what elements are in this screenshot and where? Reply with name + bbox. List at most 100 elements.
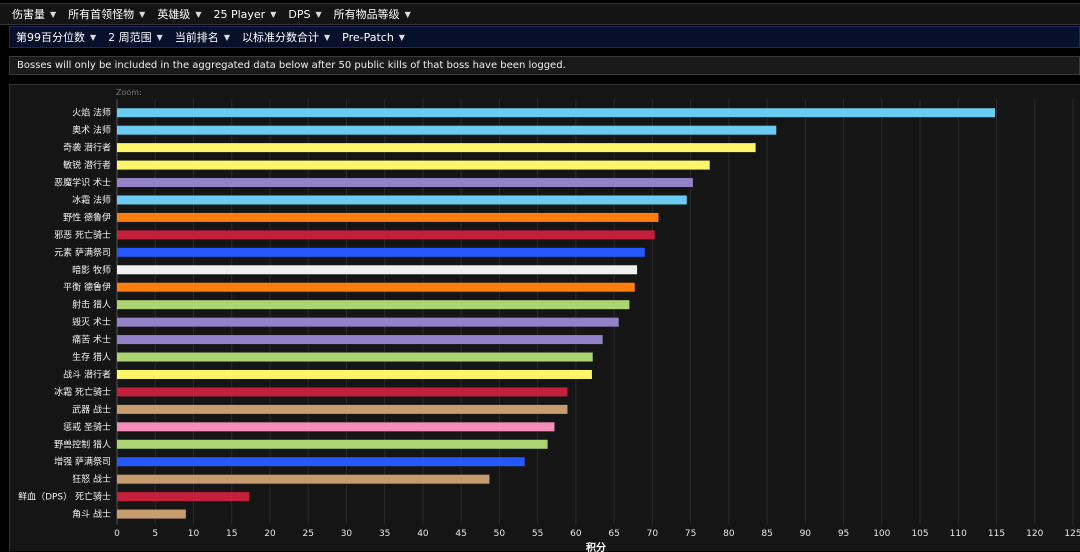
bar[interactable] [117, 492, 250, 502]
bar[interactable] [117, 265, 638, 275]
x-tick-label: 30 [341, 529, 353, 539]
caret-down-icon: ▼ [404, 9, 411, 19]
top-menu-item-label: 伤害量 [12, 8, 45, 21]
zoom-label: Zoom: [116, 88, 142, 97]
bar[interactable] [117, 282, 635, 292]
category-label: 惩戒 圣骑士 [63, 421, 111, 433]
filter-menu-bar: 第99百分位数 ▼ 2 周范围 ▼ 当前排名 ▼ 以标准分数合计 ▼ Pre-Patch ▼ [9, 26, 1080, 48]
bar[interactable] [117, 247, 645, 257]
x-tick-label: 0 [114, 529, 120, 539]
category-label: 野兽控制 猎人 [54, 438, 111, 450]
top-menu-item-2[interactable]: 英雄级 ▼ [153, 6, 209, 22]
bar[interactable] [117, 422, 555, 432]
category-label: 毁灭 术士 [72, 316, 111, 328]
bar[interactable] [117, 439, 548, 449]
top-menu-item-0[interactable]: 伤害量 ▼ [8, 6, 64, 22]
filter-menu-item-label: Pre-Patch [342, 30, 394, 44]
bar[interactable] [117, 404, 568, 414]
category-label: 战斗 潜行者 [63, 368, 111, 380]
x-tick-label: 40 [417, 529, 429, 539]
bar[interactable] [117, 212, 659, 222]
x-tick-label: 15 [226, 529, 237, 539]
chart-panel: Zoom: 火焰 法师 奥术 法师 奇袭 潜行者 敏锐 潜行者 恶魔学识 术士 冰霜 法师… [9, 84, 1080, 552]
bar[interactable] [117, 160, 710, 170]
x-axis-ticks: 0 5 10 15 20 25 30 35 40 45 50 55 60 65 70 75 80 85 90 95 10… [114, 529, 1080, 539]
top-menu-item-1[interactable]: 所有首领怪物 ▼ [64, 6, 153, 22]
caret-down-icon: ▼ [139, 9, 146, 19]
x-tick-label: 90 [800, 529, 812, 539]
category-label: 武器 战士 [72, 403, 111, 415]
filter-menu-item-3[interactable]: 以标准分数合计 ▼ [238, 29, 338, 45]
filter-menu-item-label: 以标准分数合计 [241, 31, 319, 44]
bar[interactable] [117, 178, 693, 188]
top-menu-item-label: 25 Player [213, 7, 266, 21]
top-menu-item-4[interactable]: DPS ▼ [284, 8, 329, 21]
filter-menu-item-1[interactable]: 2 周范围 ▼ [104, 29, 171, 45]
x-tick-label: 10 [188, 529, 200, 539]
category-label: 元素 萨满祭司 [54, 246, 111, 258]
bar[interactable] [117, 317, 619, 327]
bar[interactable] [117, 143, 756, 153]
x-tick-label: 45 [455, 529, 466, 539]
category-label: 鲜血（DPS） 死亡骑士 [18, 491, 111, 503]
x-tick-label: 110 [950, 529, 967, 539]
filter-menu-item-0[interactable]: 第99百分位数 ▼ [12, 29, 104, 45]
caret-down-icon: ▼ [223, 32, 230, 42]
bar[interactable] [117, 125, 777, 135]
caret-down-icon: ▼ [90, 32, 97, 42]
category-label: 暗影 牧师 [72, 264, 111, 276]
caret-down-icon: ▼ [50, 9, 57, 19]
x-tick-label: 100 [873, 529, 890, 539]
bar[interactable] [117, 369, 592, 379]
caret-down-icon: ▼ [323, 32, 331, 42]
top-menu-item-label: 英雄级 [157, 8, 191, 21]
x-tick-label: 85 [761, 529, 772, 539]
bar[interactable] [117, 387, 568, 397]
caret-down-icon: ▼ [156, 32, 163, 42]
bar[interactable] [117, 474, 490, 484]
x-tick-label: 105 [911, 529, 928, 539]
category-label: 射击 猎人 [72, 299, 111, 311]
caret-down-icon: ▼ [270, 9, 277, 19]
caret-down-icon: ▼ [195, 9, 202, 19]
x-tick-label: 25 [302, 529, 313, 539]
category-label: 冰霜 法师 [72, 194, 111, 206]
bar[interactable] [117, 230, 655, 240]
filter-menu-item-4[interactable]: Pre-Patch ▼ [338, 31, 413, 44]
category-label: 增强 萨满祭司 [54, 456, 111, 468]
x-tick-label: 95 [838, 529, 849, 539]
top-menu-item-5[interactable]: 所有物品等级 ▼ [330, 6, 419, 22]
filter-menu-item-label: 当前排名 [174, 31, 219, 44]
category-label: 奇袭 潜行者 [63, 142, 111, 154]
notice-banner: Bosses will only be included in the aggr… [9, 56, 1080, 75]
x-tick-label: 65 [608, 529, 619, 539]
filter-menu-item-2[interactable]: 当前排名 ▼ [171, 29, 238, 45]
x-tick-label: 20 [264, 529, 276, 539]
x-tick-label: 50 [494, 529, 506, 539]
metric-menu-bar: 伤害量 ▼ 所有首领怪物 ▼ 英雄级 ▼ 25 Player ▼ DPS ▼ 所有物品等级 ▼ [0, 3, 1080, 25]
x-tick-label: 70 [647, 529, 659, 539]
category-label: 恶魔学识 术士 [54, 177, 111, 189]
top-menu-item-3[interactable]: 25 Player ▼ [209, 8, 284, 21]
top-menu-item-label: 所有物品等级 [333, 8, 400, 21]
category-label: 狂怒 战士 [72, 473, 111, 485]
category-label: 生存 猎人 [72, 351, 111, 363]
bar[interactable] [117, 335, 603, 345]
x-tick-label: 125 [1064, 529, 1080, 539]
top-menu-item-label: 所有首领怪物 [68, 8, 135, 21]
bar[interactable] [117, 457, 525, 467]
caret-down-icon: ▼ [315, 9, 322, 19]
x-tick-label: 115 [988, 529, 1005, 539]
bar[interactable] [117, 300, 630, 310]
bar[interactable] [117, 195, 687, 205]
x-tick-label: 55 [532, 529, 543, 539]
category-label: 角斗 战士 [72, 508, 111, 520]
x-tick-label: 120 [1026, 529, 1043, 539]
bar[interactable] [117, 509, 186, 519]
x-tick-label: 75 [685, 529, 696, 539]
category-label: 野性 德鲁伊 [63, 211, 111, 223]
category-label: 火焰 法师 [72, 107, 111, 119]
bar[interactable] [117, 352, 593, 362]
bar[interactable] [117, 108, 995, 118]
